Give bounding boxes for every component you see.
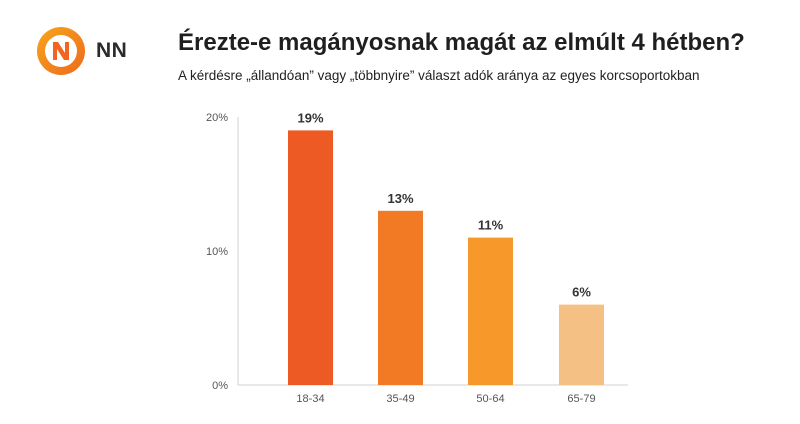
y-tick-label: 0% [212, 380, 228, 392]
nn-lion-logo-icon [37, 27, 85, 75]
y-tick-label: 20% [206, 112, 228, 124]
chart-subtitle: A kérdésre „állandóan” vagy „többnyire” … [178, 68, 700, 83]
data-label: 11% [478, 218, 504, 233]
data-label: 6% [572, 285, 591, 300]
brand-logo: NN [36, 26, 127, 76]
x-tick-label: 18-34 [296, 393, 324, 405]
bar [378, 210, 423, 385]
data-label: 13% [387, 191, 413, 206]
brand-name: NN [96, 39, 128, 62]
y-tick-label: 10% [206, 246, 228, 258]
bar [468, 237, 513, 385]
data-label: 19% [297, 110, 323, 125]
x-tick-label: 50-64 [476, 393, 504, 405]
chart-title: Érezte-e magányosnak magát az elmúlt 4 h… [178, 29, 745, 56]
bar [288, 130, 333, 385]
x-tick-label: 65-79 [567, 393, 595, 405]
bar [559, 304, 604, 385]
x-tick-label: 35-49 [386, 393, 414, 405]
